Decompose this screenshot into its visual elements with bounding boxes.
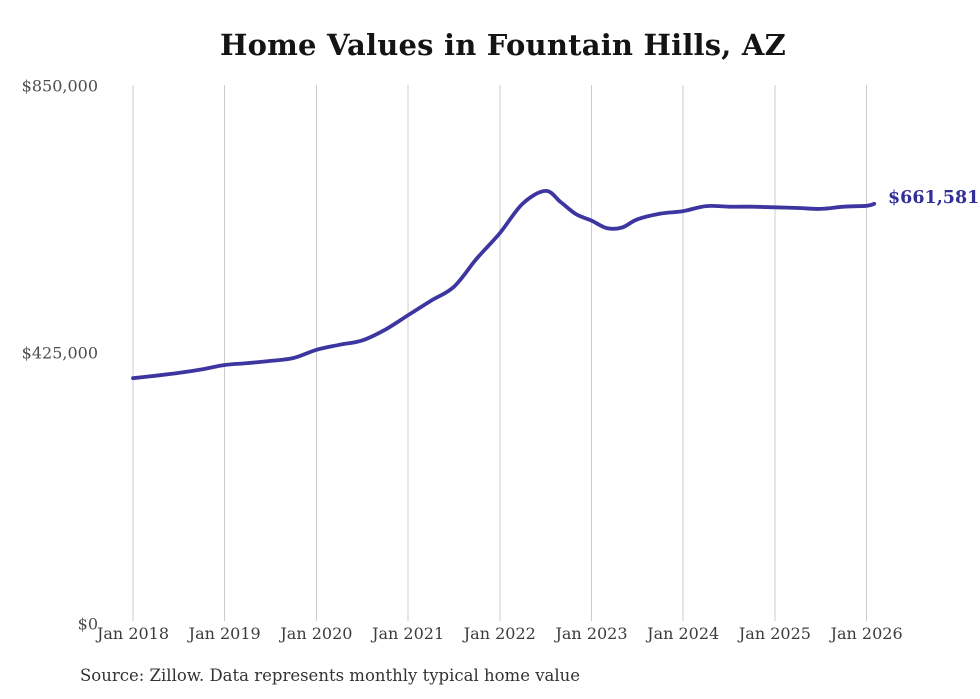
latest-value-label: $661,581 — [888, 188, 980, 208]
source-note: Source: Zillow. Data represents monthly … — [80, 666, 581, 685]
x-tick-jan-2019: Jan 2019 — [188, 624, 261, 643]
x-tick-jan-2022: Jan 2022 — [463, 624, 536, 643]
x-tick-jan-2026: Jan 2026 — [830, 624, 903, 643]
x-tick-jan-2023: Jan 2023 — [555, 624, 628, 643]
x-tick-jan-2021: Jan 2021 — [372, 624, 445, 643]
y-tick-0: $0 — [77, 614, 98, 634]
chart-title: Home Values in Fountain Hills, AZ — [220, 28, 786, 62]
x-tick-jan-2024: Jan 2024 — [647, 624, 720, 643]
home-value-line — [131, 189, 877, 381]
vertical-gridlines — [132, 85, 868, 621]
x-tick-jan-2018: Jan 2018 — [96, 624, 170, 643]
y-tick-425000: $425,000 — [21, 343, 98, 363]
x-tick-jan-2025: Jan 2025 — [738, 624, 811, 643]
x-tick-jan-2020: Jan 2020 — [280, 624, 353, 643]
y-tick-850000: $850,000 — [21, 76, 98, 96]
